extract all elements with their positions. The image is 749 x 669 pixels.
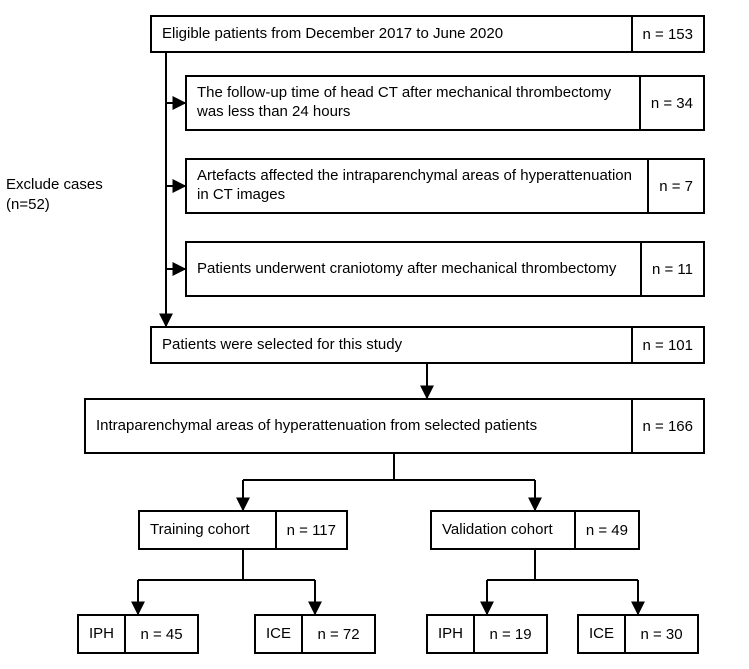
box-valid-ice: ICE n = 30 [577,614,699,654]
box-excl2-label: Artefacts affected the intraparenchymal … [187,160,647,212]
box-valid-count: n = 49 [574,512,638,548]
box-excl1-label: The follow-up time of head CT after mech… [187,77,639,129]
box-valid-iph-count: n = 19 [473,616,546,652]
box-eligible: Eligible patients from December 2017 to … [150,15,705,53]
box-valid-label: Validation cohort [432,512,574,548]
box-excl2-count: n = 7 [647,160,703,212]
box-train-ice: ICE n = 72 [254,614,376,654]
box-train: Training cohort n = 117 [138,510,348,550]
box-valid: Validation cohort n = 49 [430,510,640,550]
box-excl2: Artefacts affected the intraparenchymal … [185,158,705,214]
box-selected-label: Patients were selected for this study [152,328,631,362]
box-train-count: n = 117 [275,512,346,548]
box-excl3-label: Patients underwent craniotomy after mech… [187,243,640,295]
box-excl3: Patients underwent craniotomy after mech… [185,241,705,297]
box-train-iph: IPH n = 45 [77,614,199,654]
box-areas-label: Intraparenchymal areas of hyperattenuati… [86,400,631,452]
box-train-ice-label: ICE [256,616,301,652]
box-train-ice-count: n = 72 [301,616,374,652]
box-excl1-count: n = 34 [639,77,703,129]
box-valid-iph-label: IPH [428,616,473,652]
box-excl1: The follow-up time of head CT after mech… [185,75,705,131]
exclude-cases-label: Exclude cases (n=52) [6,175,103,214]
box-selected: Patients were selected for this study n … [150,326,705,364]
exclude-cases-text2: (n=52) [6,196,50,213]
box-train-iph-count: n = 45 [124,616,197,652]
box-selected-count: n = 101 [631,328,703,362]
box-valid-iph: IPH n = 19 [426,614,548,654]
box-areas: Intraparenchymal areas of hyperattenuati… [84,398,705,454]
box-eligible-count: n = 153 [631,17,703,51]
box-train-label: Training cohort [140,512,275,548]
box-train-iph-label: IPH [79,616,124,652]
box-excl3-count: n = 11 [640,243,703,295]
box-valid-ice-count: n = 30 [624,616,697,652]
box-areas-count: n = 166 [631,400,703,452]
exclude-cases-text1: Exclude cases [6,176,103,193]
box-eligible-label: Eligible patients from December 2017 to … [152,17,631,51]
box-valid-ice-label: ICE [579,616,624,652]
